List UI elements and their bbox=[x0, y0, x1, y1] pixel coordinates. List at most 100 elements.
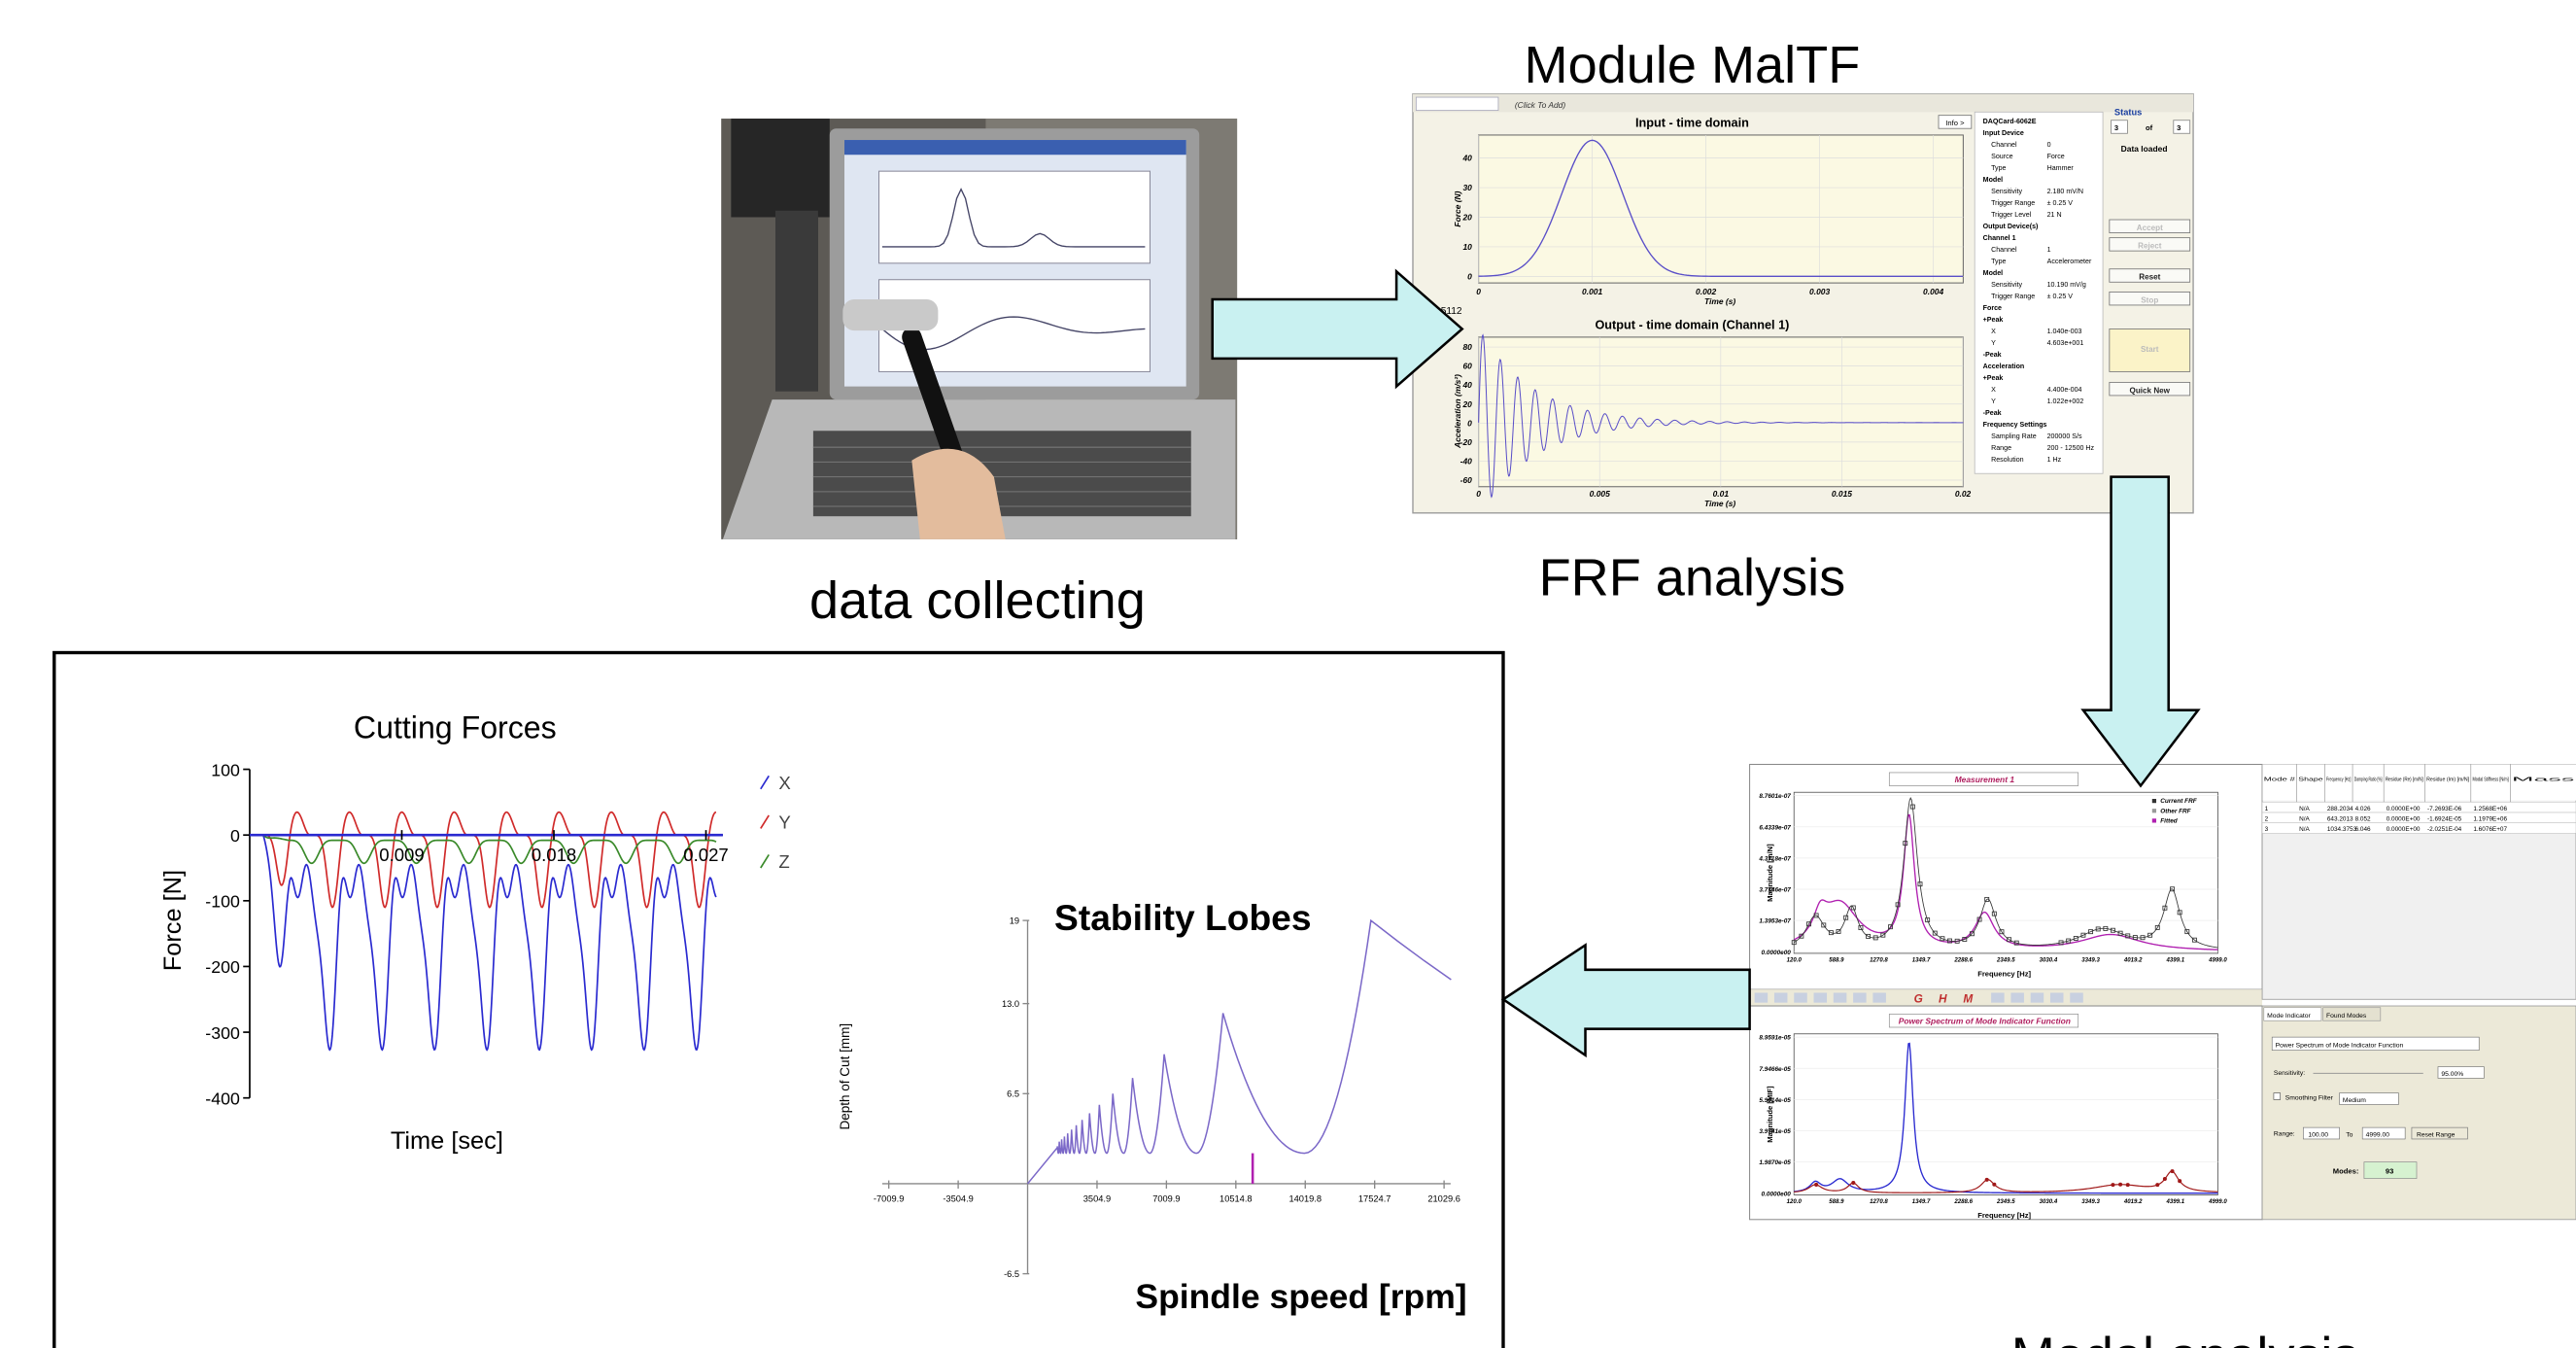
count-label: 3 bbox=[2114, 123, 2118, 132]
tree-value: 10.190 mV/g bbox=[2047, 281, 2086, 289]
input-value: 100.00 bbox=[2308, 1131, 2328, 1138]
flow-arrow bbox=[1500, 943, 1751, 1058]
tick-label: 0.002 bbox=[1696, 287, 1716, 296]
control-label: Sensitivity: bbox=[2274, 1070, 2305, 1077]
table-header-cell: Mode # bbox=[2264, 777, 2296, 782]
y-tick-label: -300 bbox=[205, 1023, 240, 1043]
plot-title: Measurement 1 bbox=[1955, 775, 2015, 784]
tick-label: 0.004 bbox=[1923, 287, 1943, 296]
legend-label: Z bbox=[778, 851, 789, 872]
info-button[interactable] bbox=[1938, 115, 1973, 129]
curve bbox=[1793, 813, 2218, 951]
table-header-cell: Frequency [Hz] bbox=[2326, 777, 2352, 782]
checkbox[interactable] bbox=[2273, 1092, 2282, 1100]
marker bbox=[1813, 913, 1819, 918]
tick-label: -20 bbox=[1460, 437, 1473, 447]
curve bbox=[1794, 1042, 2218, 1194]
tool-icon bbox=[2070, 992, 2083, 1003]
tree-value: 1.040e-003 bbox=[2047, 328, 2082, 335]
force-curve bbox=[249, 834, 717, 1052]
axis-label: Force (N) bbox=[1453, 190, 1462, 226]
marker bbox=[1947, 938, 1952, 944]
table-cell: 4.026 bbox=[2355, 806, 2371, 812]
screen-curve bbox=[881, 188, 1146, 248]
x-tick-label: 7009.9 bbox=[1152, 1194, 1180, 1204]
button[interactable] bbox=[2109, 291, 2191, 306]
y-tick-label: 100 bbox=[211, 760, 240, 779]
count-box bbox=[2173, 120, 2191, 134]
marker bbox=[2155, 1183, 2160, 1188]
input-value: 4999.00 bbox=[2366, 1131, 2390, 1138]
button[interactable] bbox=[2109, 237, 2191, 252]
tick-label: 0.01 bbox=[1713, 489, 1730, 499]
tab[interactable] bbox=[2322, 1007, 2382, 1021]
marker bbox=[2132, 935, 2138, 941]
frf-tab-label: (Click To Add) bbox=[1515, 100, 1566, 110]
tree-key: Sampling Rate bbox=[1991, 432, 2037, 440]
tick-label: 2349.5 bbox=[1996, 1198, 2015, 1205]
axis-label: Force [N] bbox=[159, 870, 187, 971]
tree-key: Range bbox=[1991, 444, 2011, 452]
tree-key: Sensitivity bbox=[1991, 188, 2022, 195]
tick-label: 8.9591e-05 bbox=[1759, 1035, 1791, 1042]
tick-label: 4019.2 bbox=[2123, 956, 2143, 963]
marker bbox=[1992, 1182, 1997, 1187]
marker bbox=[1909, 804, 1915, 810]
flow-arrow bbox=[1211, 268, 1464, 390]
count-label: of bbox=[2146, 123, 2153, 132]
table-cell: N/A bbox=[2299, 826, 2310, 833]
marker bbox=[2125, 933, 2131, 939]
table-cell: 1.6076E+07 bbox=[2473, 826, 2507, 833]
keyboard bbox=[812, 431, 1191, 517]
button[interactable] bbox=[2109, 219, 2191, 233]
tick-label: 0.005 bbox=[1590, 489, 1610, 499]
tick-label: 588.9 bbox=[1829, 956, 1844, 963]
button[interactable] bbox=[2109, 328, 2191, 372]
y-tick-label: -400 bbox=[205, 1089, 240, 1108]
tick-label: 5.9914e-05 bbox=[1759, 1097, 1791, 1104]
tool-icon bbox=[1833, 992, 1847, 1003]
tree-key: -Peak bbox=[1983, 351, 2002, 359]
tick-label: 1.9870e-05 bbox=[1759, 1159, 1791, 1166]
marker bbox=[2088, 929, 2094, 935]
tick-label: 1349.7 bbox=[1912, 956, 1931, 963]
y-tick-label: 13.0 bbox=[1002, 999, 1019, 1009]
marker bbox=[1843, 915, 1849, 920]
table-cell: -1.6924E-05 bbox=[2427, 815, 2462, 822]
y-tick-label: 6.5 bbox=[1007, 1089, 1019, 1099]
tree-key: Channel bbox=[1991, 141, 2017, 149]
button[interactable] bbox=[2109, 268, 2191, 283]
tree-key: Channel 1 bbox=[1983, 234, 2016, 242]
step-label: data collecting bbox=[809, 571, 1146, 630]
x-tick-label: 0.009 bbox=[379, 845, 425, 865]
tick-label: 2288.6 bbox=[1953, 956, 1973, 963]
input-box bbox=[2361, 1126, 2406, 1140]
tree-panel bbox=[1974, 111, 2104, 474]
tick-label: 0 bbox=[1467, 418, 1472, 428]
tab[interactable] bbox=[2263, 1007, 2322, 1021]
y-tick-label: 19 bbox=[1010, 916, 1019, 925]
x-tick-label: 14019.8 bbox=[1288, 1194, 1322, 1204]
status-title: Status bbox=[2114, 108, 2142, 118]
screen-bar bbox=[844, 140, 1186, 156]
marker bbox=[2066, 938, 2072, 944]
select-value: Medium bbox=[2343, 1097, 2366, 1104]
tick-label: 4.3718e-07 bbox=[1758, 855, 1791, 862]
frf-tab bbox=[1415, 96, 1499, 112]
tree-key: DAQCard-6062E bbox=[1983, 118, 2037, 125]
table-cell: 2 bbox=[2265, 815, 2269, 822]
button[interactable] bbox=[2109, 381, 2191, 397]
marker bbox=[1932, 930, 1938, 936]
tick-label: 0.0000e00 bbox=[1762, 950, 1792, 956]
table-cell: 1.1979E+06 bbox=[2473, 815, 2507, 822]
dropdown[interactable] bbox=[2271, 1036, 2480, 1052]
table-cell: 0.0000E+00 bbox=[2387, 826, 2421, 833]
button[interactable] bbox=[2411, 1126, 2468, 1140]
table-header-cell: Residue (Re) [m/N] bbox=[2386, 777, 2423, 782]
hand bbox=[911, 448, 1006, 539]
marker bbox=[2177, 910, 2182, 916]
tick-label: 2349.5 bbox=[1996, 956, 2015, 963]
plot-area bbox=[1793, 791, 2218, 954]
select[interactable] bbox=[2339, 1092, 2399, 1105]
results-box bbox=[52, 650, 1505, 1348]
